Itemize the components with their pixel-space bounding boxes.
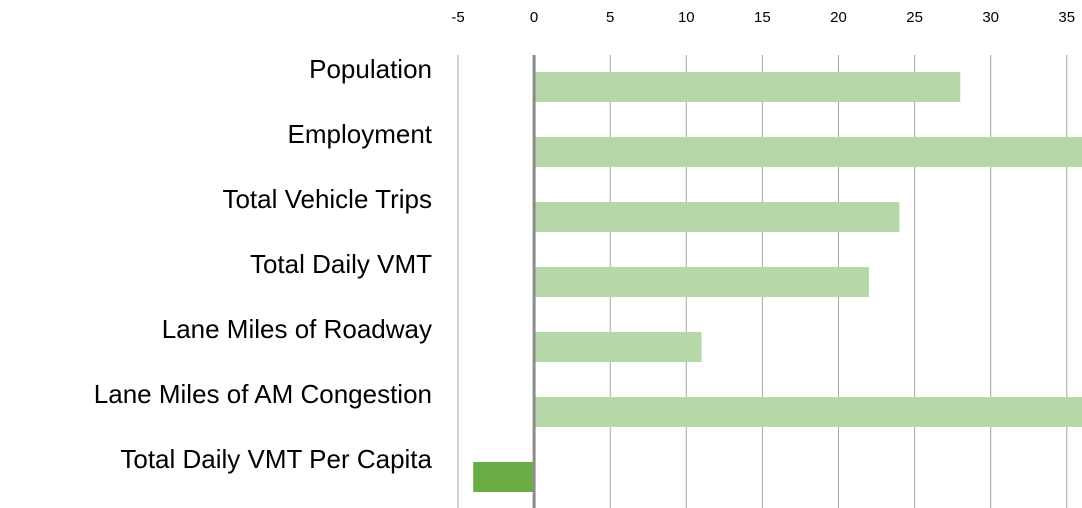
bar <box>534 397 1082 427</box>
y-tick-label: Lane Miles of Roadway <box>162 314 432 344</box>
bar <box>534 137 1082 167</box>
x-tick-label: 10 <box>678 9 695 26</box>
y-tick-label: Total Daily VMT Per Capita <box>120 444 432 474</box>
x-tick-label: 5 <box>606 9 614 26</box>
x-tick-label: 15 <box>754 9 771 26</box>
y-tick-label: Total Daily VMT <box>250 249 432 279</box>
y-tick-label: Population <box>309 54 432 84</box>
y-tick-label: Employment <box>288 119 433 149</box>
bar <box>473 462 535 492</box>
bar <box>534 72 961 102</box>
bar <box>534 202 900 232</box>
bar <box>534 267 869 297</box>
x-tick-label: -5 <box>451 9 464 26</box>
x-tick-label: 35 <box>1058 9 1075 26</box>
bar <box>534 332 702 362</box>
x-tick-label: 25 <box>906 9 923 26</box>
x-tick-label: 20 <box>830 9 847 26</box>
y-tick-label: Total Vehicle Trips <box>222 184 432 214</box>
x-tick-label: 30 <box>982 9 999 26</box>
y-tick-label: Lane Miles of AM Congestion <box>94 379 432 409</box>
x-tick-label: 0 <box>530 9 538 26</box>
